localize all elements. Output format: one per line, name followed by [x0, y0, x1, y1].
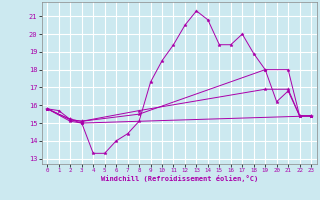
X-axis label: Windchill (Refroidissement éolien,°C): Windchill (Refroidissement éolien,°C) [100, 175, 258, 182]
